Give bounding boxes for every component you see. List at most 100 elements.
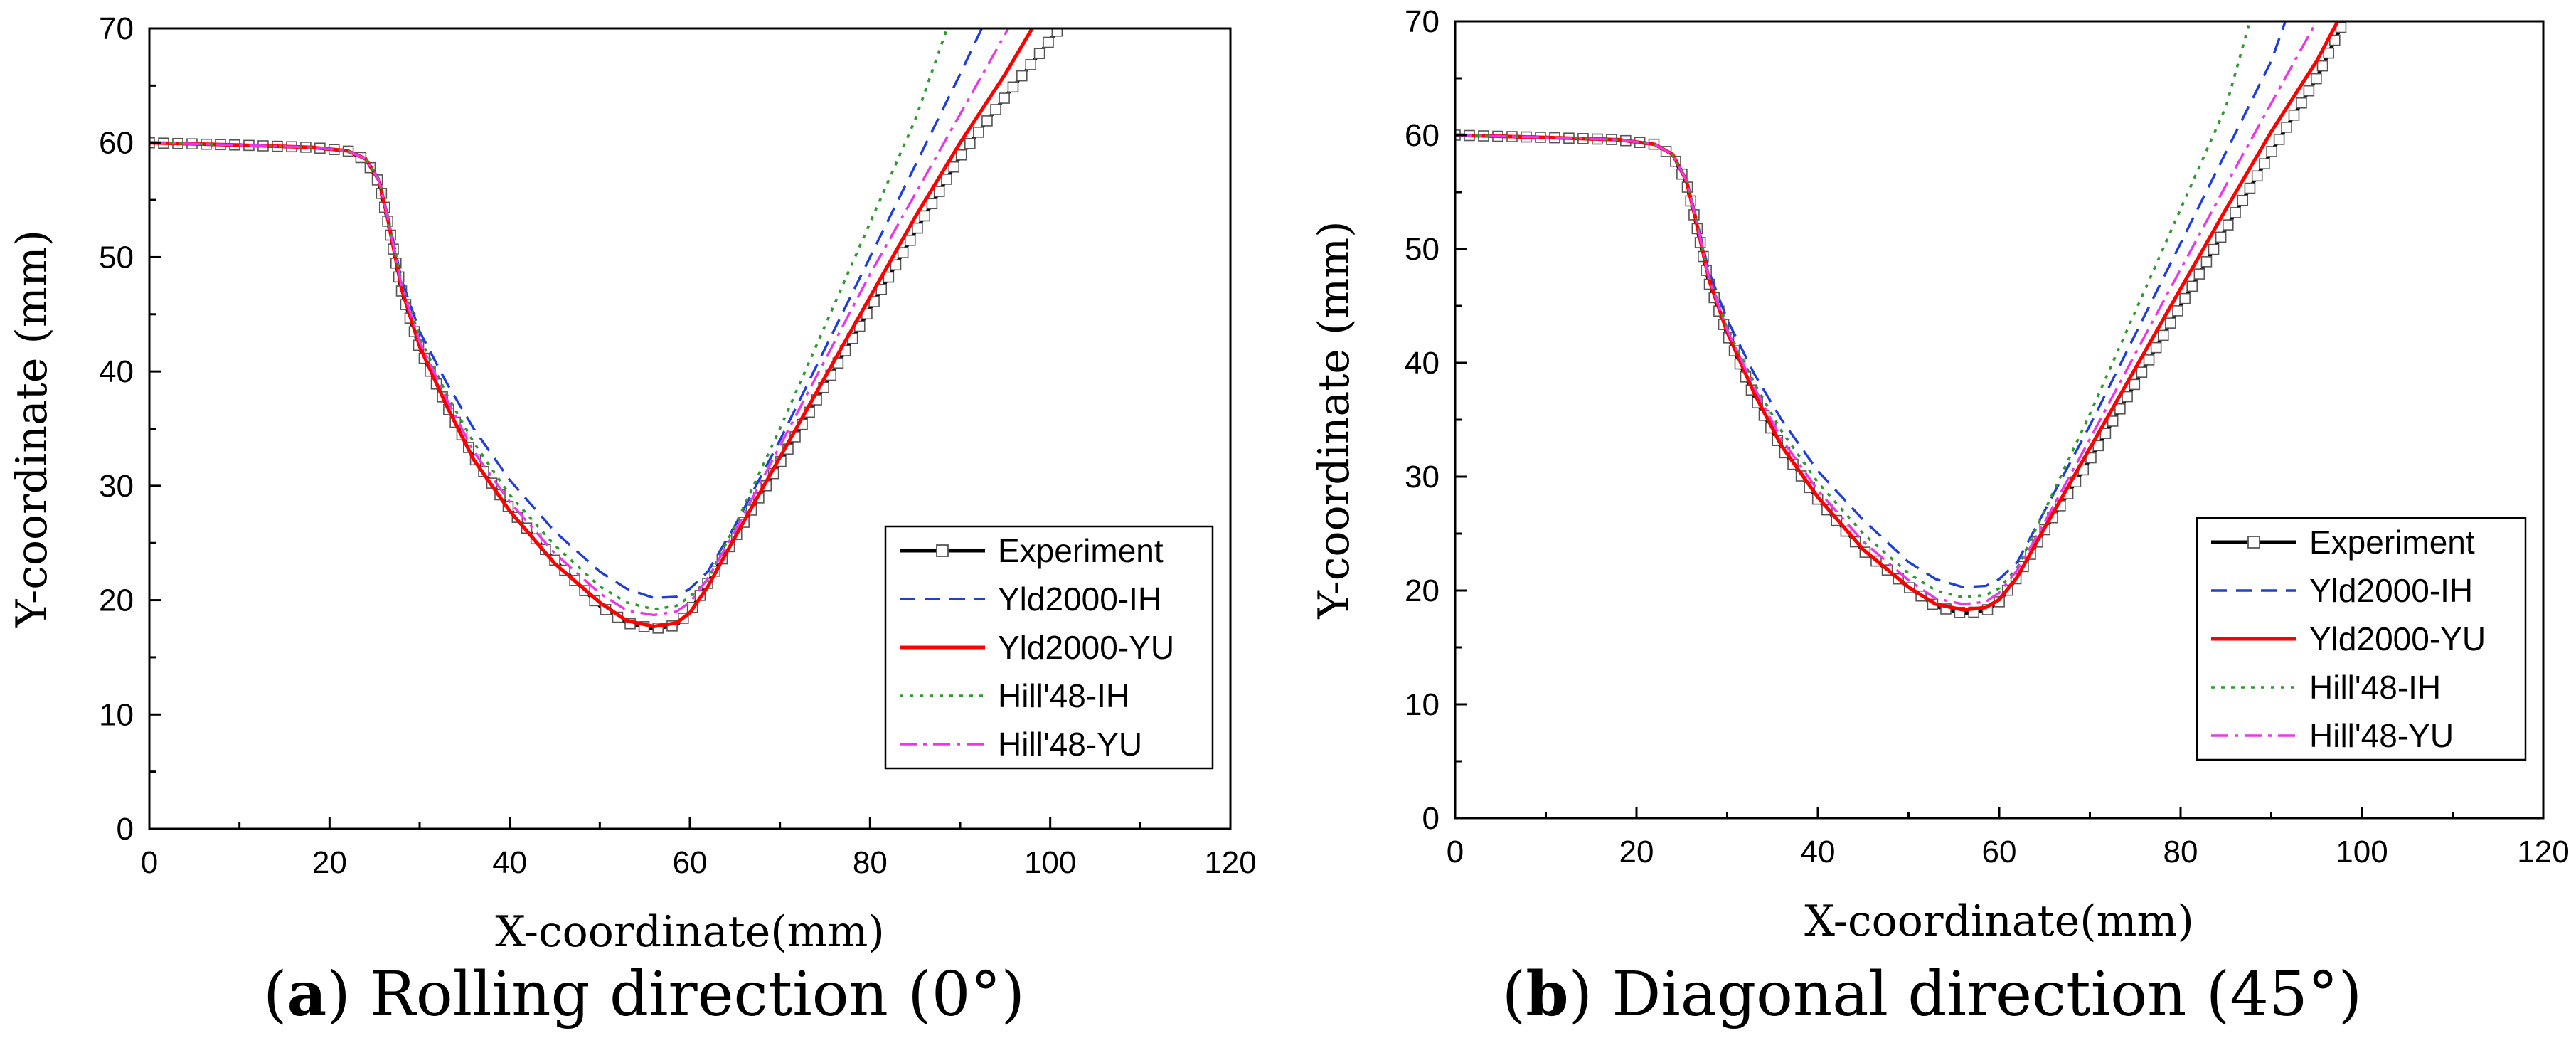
experiment-marker: [2172, 305, 2183, 317]
experiment-marker: [2237, 194, 2249, 206]
experiment-marker: [933, 186, 945, 197]
y-tick-label: 60: [99, 126, 134, 161]
x-tick-label: 60: [1982, 835, 2017, 869]
experiment-marker: [2165, 317, 2176, 329]
experiment-marker: [941, 174, 952, 185]
experiment-marker: [2323, 47, 2334, 59]
experiment-marker: [912, 222, 923, 234]
experiment-marker: [2266, 146, 2277, 157]
panel-a: 0 20 40 60 80 100 120 0 10 20 30 40 50 60 70 X-coordina…: [7, 11, 1257, 1030]
chart-b: 0 20 40 60 80 100 120 0 10 20 30 40 50 60 70 X-coordina…: [1309, 4, 2570, 946]
experiment-marker: [919, 210, 930, 222]
experiment-marker: [2244, 182, 2256, 194]
legend-label: Hill'48-YU: [2309, 717, 2454, 754]
experiment-marker: [926, 198, 938, 210]
experiment-marker: [2193, 268, 2205, 280]
x-tick-label: 0: [141, 845, 158, 880]
y-tick-label: 0: [1422, 801, 1439, 836]
experiment-marker: [1051, 28, 1063, 37]
caption-a-text: Rolling direction (0°): [370, 959, 1026, 1030]
experiment-marker: [2186, 280, 2198, 292]
x-tick-label: 80: [853, 845, 888, 880]
experiment-marker: [1025, 59, 1037, 70]
x-tick-label: 40: [1801, 835, 1836, 869]
experiment-marker: [2099, 428, 2112, 439]
series-group: [149, 28, 1063, 634]
legend: Experiment Yld2000-IH Yld2000-YU Hill'48-IH…: [2196, 517, 2527, 761]
y-tick-label: 30: [1405, 460, 1439, 494]
caption-b-label: b: [1526, 958, 1569, 1030]
x-tick-label: 40: [492, 845, 527, 880]
y-tick-label: 70: [99, 11, 134, 46]
experiment-marker: [2259, 158, 2270, 169]
y-tick-label: 60: [1405, 118, 1439, 153]
x-tick-label: 120: [1204, 845, 1256, 880]
experiment-marker: [955, 149, 967, 161]
experiment-marker: [1033, 48, 1045, 59]
x-tick-label: 60: [673, 845, 708, 880]
legend-label: Experiment: [2309, 524, 2475, 561]
experiment-marker: [2281, 122, 2292, 133]
experiment-marker: [999, 92, 1010, 104]
experiment-marker: [2208, 243, 2220, 255]
experiment-marker: [2150, 341, 2162, 354]
x-axis-label: X-coordinate(mm): [495, 907, 885, 953]
experiment-marker: [2328, 34, 2341, 46]
experiment-marker: [2222, 219, 2234, 231]
experiment-marker: [2230, 207, 2241, 218]
x-tick-label: 100: [2336, 835, 2388, 869]
experiment-marker: [883, 271, 895, 283]
x-tick-label: 100: [1024, 845, 1076, 880]
experiment-marker: [2107, 415, 2119, 427]
experiment-marker: [2157, 329, 2169, 341]
experiment-marker: [904, 235, 916, 246]
experiment-marker: [2311, 73, 2322, 85]
experiment-marker: [2273, 134, 2285, 145]
experiment-marker: [2215, 231, 2227, 243]
y-tick-label: 10: [1405, 687, 1439, 722]
y-tick-label: 30: [99, 469, 134, 504]
experiment-marker: [2288, 110, 2300, 121]
experiment-marker: [2200, 256, 2213, 268]
caption-a-label: a: [287, 958, 327, 1030]
y-tick-label: 70: [1405, 4, 1439, 39]
series-line-hill-48-ih: [1455, 21, 2252, 599]
experiment-marker: [2303, 85, 2315, 97]
legend: Experiment Yld2000-IH Yld2000-YU Hill'48-IH…: [884, 525, 1214, 770]
y-tick-label: 20: [1405, 573, 1439, 608]
y-tick-label: 10: [99, 697, 134, 732]
experiment-marker: [2136, 366, 2148, 378]
legend-label: Hill'48-YU: [998, 726, 1142, 763]
x-tick-label: 0: [1447, 835, 1464, 869]
panel-b: 0 20 40 60 80 100 120 0 10 20 30 40 50 60 70 X-coordina…: [1288, 0, 2576, 1038]
experiment-marker: [964, 138, 976, 149]
experiment-marker: [2296, 97, 2307, 109]
legend-label: Yld2000-IH: [998, 581, 1161, 618]
series-group: [1455, 21, 2347, 618]
legend-label: Hill'48-IH: [998, 677, 1129, 714]
x-tick-label: 80: [2163, 835, 2198, 869]
y-tick-label: 40: [1405, 346, 1439, 381]
experiment-marker: [948, 161, 959, 173]
legend-label: Yld2000-YU: [2309, 620, 2486, 657]
experiment-marker: [2114, 403, 2126, 415]
experiment-marker: [1007, 81, 1019, 93]
series-line-yld2000-ih: [149, 28, 984, 600]
experiment-marker: [2316, 60, 2328, 72]
series-line-yld2000-ih: [1455, 21, 2287, 588]
experiment-marker: [990, 104, 1001, 115]
x-tick-label: 20: [1619, 835, 1654, 869]
y-tick-label: 0: [117, 812, 134, 847]
series-line-hill-48-yu: [149, 28, 1010, 617]
chart-a: 0 20 40 60 80 100 120 0 10 20 30 40 50 60 70 X-coordina…: [7, 11, 1257, 953]
y-tick-label: 40: [99, 354, 134, 389]
x-axis-label: X-coordinate(mm): [1804, 896, 2194, 946]
experiment-marker: [2251, 170, 2263, 182]
y-axis-label: Y-coordinate (mm): [1309, 221, 1359, 619]
experiment-marker: [973, 127, 984, 138]
experiment-marker: [2129, 378, 2141, 391]
y-tick-label: 50: [99, 240, 134, 275]
experiment-marker: [1043, 36, 1054, 48]
y-axis-label: Y-coordinate (mm): [7, 230, 57, 628]
series-line-hill-48-ih: [149, 28, 949, 611]
